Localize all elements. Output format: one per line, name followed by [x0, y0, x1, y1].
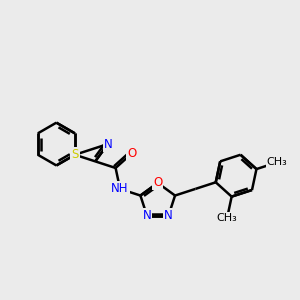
Text: N: N: [143, 209, 152, 222]
Text: N: N: [164, 209, 173, 222]
Text: CH₃: CH₃: [266, 158, 287, 167]
Text: O: O: [153, 176, 162, 189]
Text: O: O: [127, 147, 136, 160]
Text: CH₃: CH₃: [217, 213, 238, 223]
Text: S: S: [71, 148, 79, 161]
Text: N: N: [103, 138, 112, 151]
Text: NH: NH: [111, 182, 129, 195]
